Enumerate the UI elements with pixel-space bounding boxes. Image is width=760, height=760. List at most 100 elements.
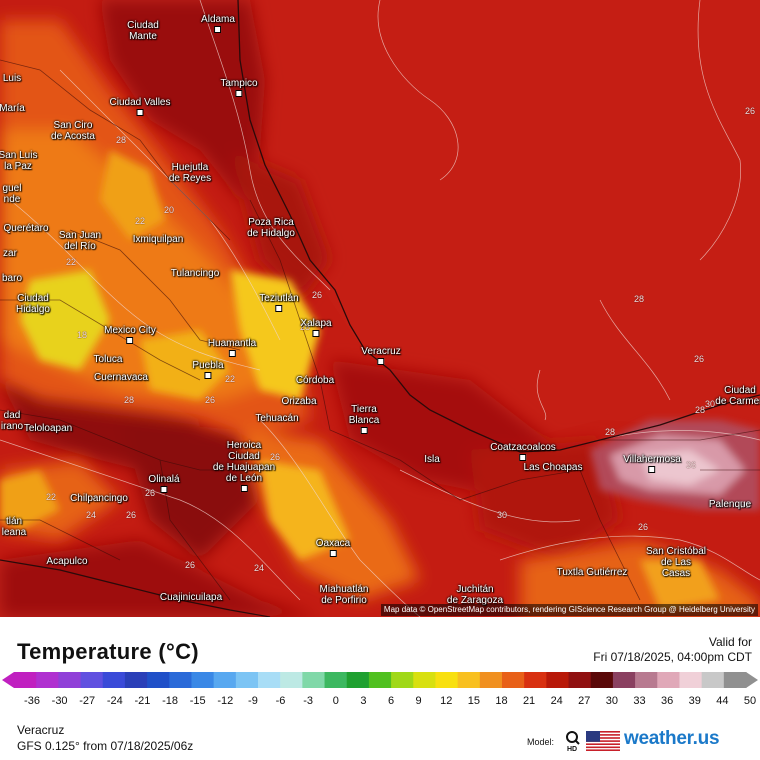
colorbar-swatch <box>524 672 547 688</box>
colorbar-tick-label: 36 <box>661 695 674 707</box>
temperature-map[interactable]: 26 28 22 20 22 26 28 26 28 30 18 22 26 2… <box>0 0 760 617</box>
colorbar-tick-label: -24 <box>106 695 123 707</box>
city-marker <box>136 109 144 116</box>
contour-label: 26 <box>312 290 323 300</box>
contour-label: 28 <box>124 395 135 405</box>
colorbar-arrow-low <box>2 672 14 688</box>
valid-time: Fri 07/18/2025, 04:00pm CDT <box>593 650 752 664</box>
colorbar-swatch <box>102 672 126 688</box>
colorbar-tick-label: -15 <box>189 695 206 707</box>
colorbar-swatch <box>701 672 725 688</box>
city-label-acapulco: Acapulco <box>46 556 88 567</box>
colorbar-swatch <box>169 672 192 688</box>
colorbar-swatch <box>346 672 370 688</box>
colorbar-swatch <box>213 672 237 688</box>
city-label-juchitan: Juchitán de Zaragoza <box>446 584 504 606</box>
colorbar-tick-label: 27 <box>578 695 591 707</box>
contour-label: 36 <box>686 460 697 470</box>
city-label-olinala: Olinalá <box>148 474 180 493</box>
contour-label: 26 <box>638 522 649 532</box>
city-label-cuajinicuilapa: Cuajinicuilapa <box>159 592 223 603</box>
colorbar-swatch <box>479 672 503 688</box>
city-label-puebla: Puebla <box>192 360 224 379</box>
contour-label: 24 <box>254 563 265 573</box>
map-attribution: Map data © OpenStreetMap contributors, r… <box>380 604 758 616</box>
colorbar-swatch <box>147 672 170 688</box>
city-marker <box>360 427 368 434</box>
city-label-villahermosa: Villahermosa <box>623 454 681 473</box>
city-label-tulancingo: Tulancingo <box>170 268 220 279</box>
city-label-huejutla: Huejutla de Reyes <box>168 162 212 184</box>
colorbar-arrow-high <box>746 672 758 688</box>
city-label-poza-rica: Poza Rica de Hidalgo <box>247 217 295 239</box>
city-marker <box>519 454 527 461</box>
colorbar-tick-label: -6 <box>275 695 286 707</box>
city-label-miguel-allende: guel nde <box>2 183 22 205</box>
colorbar-tick-label: -18 <box>162 695 179 707</box>
color-scale-ticks: -36 -30 -27 -24 -21 -18 -15 -12 -9 -6 -3 0 3 6 9 12 15 18… <box>0 695 760 711</box>
city-label-cuernavaca: Cuernavaca <box>94 372 148 383</box>
city-label-ciudad-mante: Ciudad Mante <box>127 20 159 42</box>
city-marker <box>228 350 236 357</box>
city-label-tampico: Tampico <box>220 78 258 97</box>
colorbar-swatch <box>568 672 592 688</box>
colorbar-swatch <box>280 672 303 688</box>
city-label-palenque: Palenque <box>708 499 752 510</box>
colorbar-tick-label: 12 <box>440 695 453 707</box>
city-label-oaxaca: Oaxaca <box>316 538 350 557</box>
colorbar-swatch <box>435 672 459 688</box>
contour-label: 26 <box>145 488 156 498</box>
colorbar-tick-label: 33 <box>633 695 646 707</box>
colorbar-swatch <box>235 672 259 688</box>
contour-label: 22 <box>46 492 57 502</box>
city-label-san-ciro: San Ciro de Acosta <box>51 120 95 142</box>
magnifier-hd-icon[interactable]: HD <box>565 730 581 752</box>
city-label-queretaro: Querétaro <box>3 223 49 234</box>
colorbar-swatch <box>457 672 481 688</box>
city-marker <box>275 305 283 312</box>
colorbar-swatch <box>590 672 614 688</box>
colorbar-swatch <box>302 672 326 688</box>
colorbar-swatch <box>124 672 148 688</box>
svg-text:HD: HD <box>567 746 577 752</box>
city-label-orizaba: Orizaba <box>281 396 317 407</box>
valid-for-label: Valid for <box>708 635 752 649</box>
colorbar-tick-label: 39 <box>688 695 701 707</box>
colorbar-swatch <box>368 672 392 688</box>
colorbar-tick-label: -27 <box>79 695 96 707</box>
colorbar-tick-label: 6 <box>387 695 395 707</box>
city-label-teziutlan: Teziutlán <box>259 293 299 312</box>
contour-label: 28 <box>634 294 645 304</box>
colorbar-swatch <box>679 672 703 688</box>
contour-label: 26 <box>270 452 281 462</box>
contour-label: 28 <box>300 322 311 332</box>
weather-us-logo[interactable]: weather.us <box>624 728 720 749</box>
colorbar-tick-label: -30 <box>51 695 68 707</box>
colorbar-tick-label: 15 <box>467 695 480 707</box>
colorbar-tick-label: -3 <box>303 695 314 707</box>
contour-label: 18 <box>77 330 88 340</box>
city-label-tehuacan: Tehuacán <box>255 413 299 424</box>
city-label-ciudad-del-carmen: Ciudad de Carmen <box>715 385 760 407</box>
city-label-coatzacoalcos: Coatzacoalcos <box>490 442 556 461</box>
city-marker <box>204 372 212 379</box>
colorbar-tick-label: 3 <box>360 695 367 707</box>
colorbar-swatch <box>723 672 747 688</box>
colorbar-swatch <box>14 672 37 688</box>
city-label-tecpan-partial: tlán leana <box>1 516 27 538</box>
colorbar-swatch <box>258 672 281 688</box>
colorbar-swatch <box>546 672 570 688</box>
city-marker <box>126 337 134 344</box>
contour-label: 28 <box>695 405 706 415</box>
contour-label: 26 <box>745 106 756 116</box>
legend-panel: Temperature (°C) Valid for Fri 07/18/202… <box>0 617 760 760</box>
city-label-tierra-blanca: Tierra Blanca <box>349 404 379 434</box>
contour-label: 26 <box>185 560 196 570</box>
colorbar-swatch <box>612 672 636 688</box>
city-label-teloloapan: Teloloapan <box>23 423 73 434</box>
legend-title: Temperature (°C) <box>17 639 199 664</box>
city-label-las-choapas: Las Choapas <box>523 462 583 473</box>
colorbar-swatch <box>58 672 82 688</box>
contour-label: 22 <box>66 257 77 267</box>
colorbar-swatch <box>413 672 436 688</box>
